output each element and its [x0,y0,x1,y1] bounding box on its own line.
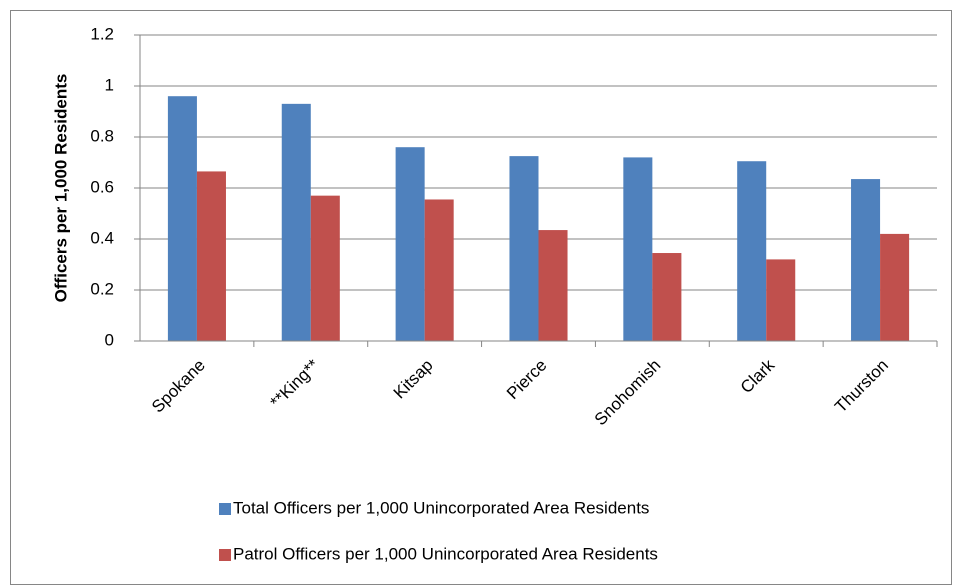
y-axis-title: Officers per 1,000 Residents [51,74,70,303]
bar [167,96,197,341]
y-tick-label: 1.2 [90,24,114,43]
y-tick-label: 0.6 [90,177,114,196]
y-tick-label: 0.2 [90,279,114,298]
bar [395,147,425,341]
bar [851,179,881,341]
y-tick-label: 1 [105,75,114,94]
bar [652,253,682,341]
legend-label: Total Officers per 1,000 Unincorporated … [233,498,649,517]
bar [424,199,454,341]
bar [509,156,539,341]
bar [310,195,340,341]
legend-label: Patrol Officers per 1,000 Unincorporated… [233,544,658,563]
y-tick-label: 0.4 [90,228,114,247]
y-tick-label: 0.8 [90,126,114,145]
y-tick-label: 0 [105,330,114,349]
bar [623,157,653,341]
legend-swatch [219,549,231,561]
bar [281,103,311,341]
bar [538,230,568,341]
bar [766,259,796,341]
bar [880,233,910,341]
legend-swatch [219,503,231,515]
bar [196,171,226,341]
bar [737,161,767,341]
